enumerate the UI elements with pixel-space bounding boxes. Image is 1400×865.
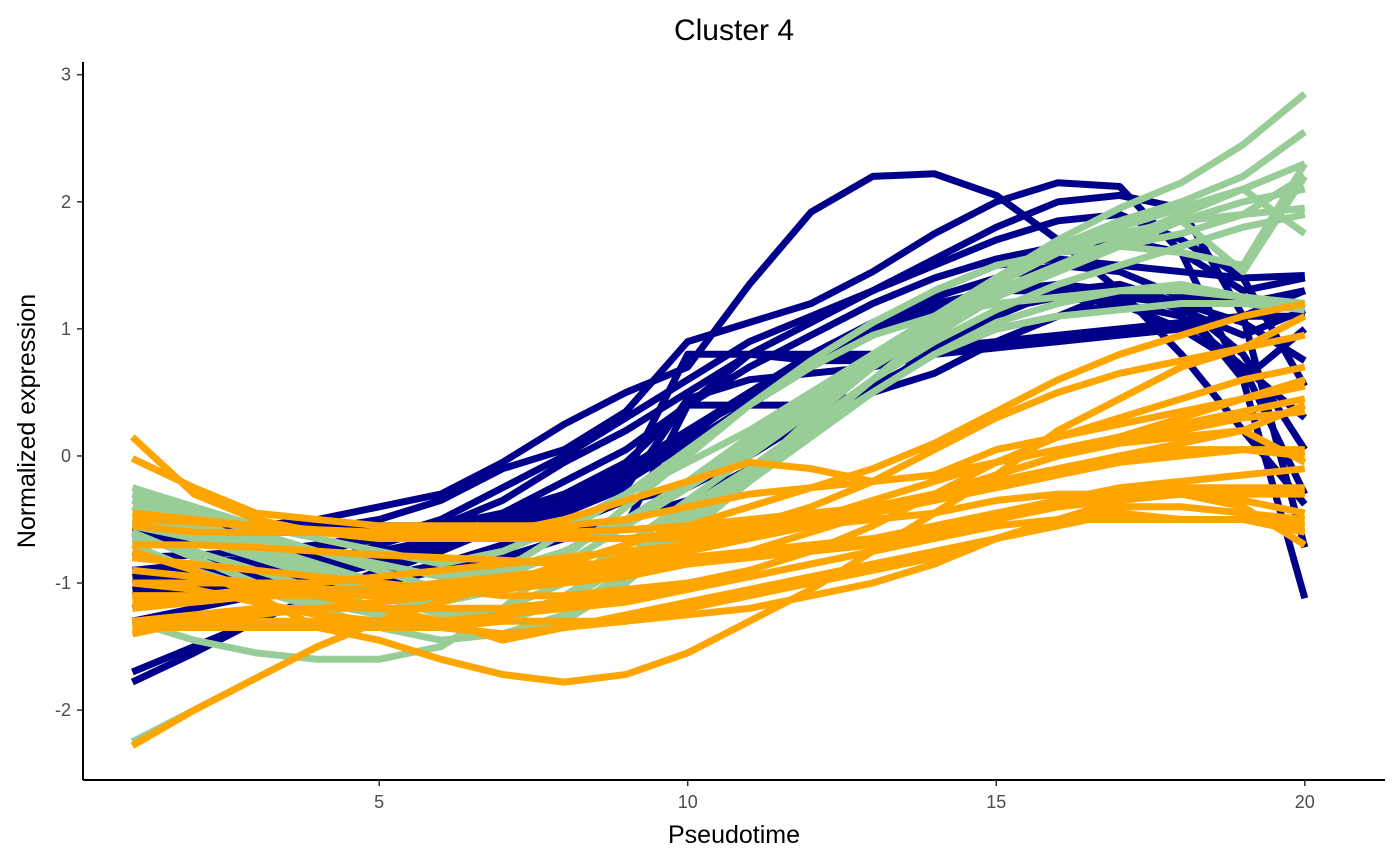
x-tick-label: 5 bbox=[374, 792, 384, 812]
series-line-orange-43 bbox=[132, 516, 1306, 600]
y-tick-label: 0 bbox=[61, 446, 71, 466]
y-tick-label: -1 bbox=[55, 573, 71, 593]
series-line-orange-31 bbox=[130, 300, 1306, 749]
series-line-orange-41 bbox=[132, 503, 1306, 638]
series-line-green-16 bbox=[131, 91, 1308, 568]
series-line-orange-48 bbox=[132, 484, 1305, 600]
x-axis-ticks: 5 10 15 20 bbox=[374, 780, 1315, 812]
y-tick-label: 3 bbox=[61, 65, 71, 85]
x-tick-label: 20 bbox=[1295, 792, 1315, 812]
x-tick-label: 10 bbox=[678, 792, 698, 812]
y-tick-label: -2 bbox=[55, 700, 71, 720]
y-tick-label: 2 bbox=[61, 192, 71, 212]
chart-title: Cluster 4 bbox=[674, 14, 794, 47]
series-line-orange-47 bbox=[132, 382, 1306, 542]
series-line-orange-44 bbox=[132, 490, 1307, 568]
y-axis-ticks: -2 -1 0 1 2 3 bbox=[55, 65, 83, 720]
series-layer bbox=[130, 91, 1309, 749]
x-axis-label: Pseudotime bbox=[668, 821, 800, 849]
y-tick-label: 1 bbox=[61, 319, 71, 339]
y-axis-label: Normalized expression bbox=[13, 294, 41, 548]
x-tick-label: 15 bbox=[986, 792, 1006, 812]
